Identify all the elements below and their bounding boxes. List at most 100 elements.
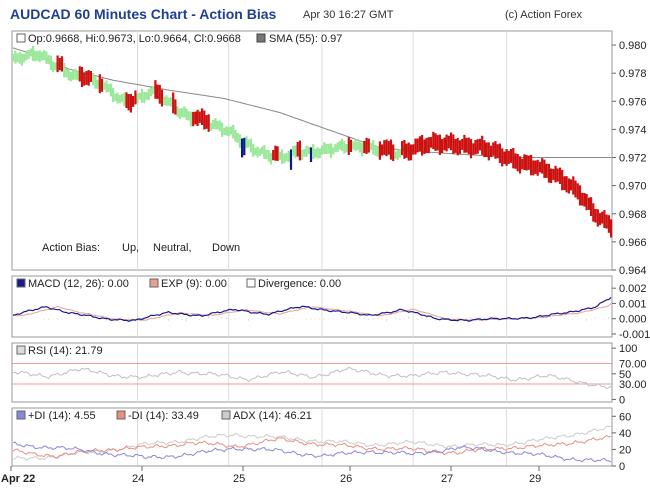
y-tick-label: 100 <box>619 343 637 355</box>
price-bar <box>285 152 288 162</box>
price-bar <box>610 219 613 238</box>
price-bar <box>592 203 595 222</box>
price-bar <box>294 145 297 159</box>
divergence-bar <box>74 318 76 319</box>
divergence-bar <box>16 318 18 320</box>
price-bar <box>185 108 188 120</box>
price-bar <box>87 70 90 86</box>
price-bar <box>558 167 562 184</box>
price-bar <box>301 150 304 160</box>
dmi-legend-swatch <box>16 410 26 420</box>
price-bar <box>438 134 441 155</box>
price-bar <box>56 55 59 73</box>
price-bar <box>512 148 515 169</box>
price-bar <box>138 92 141 100</box>
price-bar <box>561 169 564 191</box>
price-bar <box>216 120 219 130</box>
price-bar <box>314 148 317 158</box>
x-tick-label: 27 <box>441 473 453 485</box>
price-bar <box>261 146 264 154</box>
divergence-bar <box>319 318 321 320</box>
price-bar <box>125 92 128 109</box>
price-bar <box>354 139 357 152</box>
divergence-bar <box>34 318 36 320</box>
price-bar <box>47 55 50 65</box>
price-bar <box>556 168 559 182</box>
price-bar <box>127 94 130 111</box>
divergence-bar <box>274 317 276 319</box>
divergence-bar <box>461 318 463 320</box>
price-bar <box>152 86 155 95</box>
dmi-legend-label: -DI (14): 33.49 <box>128 410 199 422</box>
divergence-bar <box>559 318 561 319</box>
rsi-level-label: 70.00 <box>619 359 647 371</box>
price-bar <box>550 168 553 183</box>
price-bar <box>78 66 81 82</box>
y-tick-label: 20 <box>619 444 631 456</box>
price-bar <box>69 71 72 82</box>
price-bar <box>507 150 510 164</box>
divergence-bar <box>248 318 250 321</box>
divergence-bar <box>181 318 183 321</box>
price-bar <box>281 149 284 164</box>
divergence-bar <box>208 316 210 319</box>
price-bar <box>565 176 568 193</box>
divergence-bar <box>252 318 254 320</box>
price-bar <box>132 96 135 107</box>
price-bar <box>352 141 355 150</box>
price-bar <box>83 72 86 86</box>
price-bar <box>149 87 152 97</box>
price-bar <box>563 176 566 191</box>
divergence-bar <box>12 318 14 319</box>
divergence-bar <box>581 318 583 320</box>
divergence-bar <box>256 318 259 319</box>
price-bar <box>527 155 530 170</box>
minus-di-line <box>12 435 612 459</box>
price-bar <box>332 147 335 155</box>
price-bar <box>463 134 466 153</box>
divergence-bar <box>594 317 596 319</box>
price-bar <box>74 68 77 80</box>
action-bias-label: Action Bias: <box>42 242 100 254</box>
y-tick-label: 0.976 <box>619 96 647 108</box>
price-bar <box>118 95 121 104</box>
divergence-bar <box>430 318 432 320</box>
price-bar <box>203 110 206 130</box>
price-bar <box>312 144 315 160</box>
divergence-bar <box>172 318 174 320</box>
price-bar <box>381 144 384 156</box>
macd-legend-swatch <box>149 278 159 288</box>
divergence-bar <box>243 318 245 320</box>
macd-legend-label: MACD (12, 26): 0.00 <box>28 278 129 290</box>
price-bar <box>343 141 346 154</box>
y-tick-label: 0.002 <box>619 283 647 295</box>
divergence-bar <box>483 318 485 319</box>
divergence-bar <box>265 318 267 320</box>
divergence-bar <box>381 318 383 320</box>
price-bar <box>89 71 92 82</box>
price-bar <box>292 146 295 156</box>
price-bar <box>478 138 481 151</box>
price-bar <box>16 53 19 63</box>
price-bar <box>341 138 344 151</box>
price-bar <box>434 133 437 151</box>
divergence-bar <box>577 318 579 320</box>
price-bar <box>27 49 30 59</box>
divergence-bar <box>345 316 348 319</box>
action-bias-down: Down <box>212 242 240 254</box>
price-bar <box>54 62 57 71</box>
dmi-legend-label: ADX (14): 46.21 <box>233 410 312 422</box>
price-bar <box>469 139 473 159</box>
price-bar <box>187 111 190 121</box>
divergence-bar <box>603 318 605 320</box>
y-tick-label: 0 <box>619 461 625 473</box>
price-bar <box>458 140 461 154</box>
price-bar <box>134 90 137 105</box>
price-bar <box>347 137 350 155</box>
divergence-bar <box>470 317 472 319</box>
chart-datetime: Apr 30 16:27 GMT <box>303 9 394 21</box>
divergence-bar <box>21 317 23 319</box>
price-bar <box>543 159 546 178</box>
ohlc-readout: Op:0.9668, Hi:0.9673, Lo:0.9664, Cl:0.96… <box>28 33 241 45</box>
